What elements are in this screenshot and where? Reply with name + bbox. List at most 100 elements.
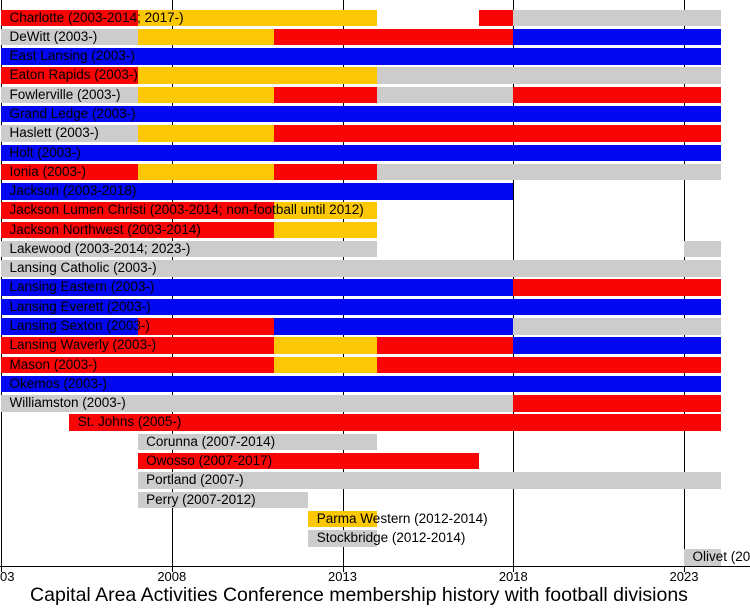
x-axis-tick-mark <box>342 567 344 573</box>
x-axis-tick-label: 2023 <box>669 569 699 584</box>
timeline-row-label: Lakewood (2003-2014; 2023-) <box>9 240 191 256</box>
timeline-row-label: Corunna (2007-2014) <box>146 433 276 449</box>
timeline-bar-segment <box>376 356 721 374</box>
timeline-row-label: Holt (2003-) <box>9 144 81 160</box>
x-axis-tick-label: 03 <box>0 569 15 584</box>
x-axis-tick-mark <box>513 567 515 573</box>
x-axis-tick-mark <box>171 567 173 573</box>
timeline-bar-segment <box>1 279 514 296</box>
timeline-bar-segment <box>1 298 721 316</box>
timeline-bar-segment <box>69 414 721 431</box>
timeline-bar-segment <box>274 28 514 46</box>
timeline-row-label: Owosso (2007-2017) <box>146 452 273 468</box>
timeline-bar-segment <box>1 144 721 162</box>
timeline-bar-segment <box>513 279 722 296</box>
timeline-bar-segment <box>1 125 138 142</box>
x-axis-line <box>0 565 750 568</box>
timeline-bar-segment <box>1 48 721 65</box>
timeline-bar-segment <box>376 163 721 181</box>
timeline-bar-segment <box>1 163 138 181</box>
timeline-bar-segment <box>513 9 722 27</box>
timeline-bar-segment <box>274 221 377 239</box>
timeline-row-label: Parma Western (2012-2014) <box>316 510 488 526</box>
timeline-bar-segment <box>137 67 377 84</box>
timeline-bar-segment <box>274 202 377 219</box>
timeline-bar-segment <box>1 395 514 412</box>
timeline-bar-segment <box>1 9 138 27</box>
timeline-row-label: Lansing Eastern (2003-) <box>9 279 155 295</box>
timeline-row-label: Haslett (2003-) <box>9 125 99 141</box>
timeline-bar-segment <box>513 28 722 46</box>
timeline-row-label: Ionia (2003-) <box>9 163 87 179</box>
chart-title: Capital Area Activities Conference membe… <box>30 584 688 606</box>
timeline-bar-segment <box>137 163 275 181</box>
timeline-row-label: Lansing Waverly (2003-) <box>9 337 157 353</box>
timeline-bar-segment <box>137 491 309 509</box>
timeline-bar-segment <box>137 452 480 470</box>
timeline-row-label: St. Johns (2005-) <box>77 414 182 430</box>
timeline-bar-segment <box>376 67 721 84</box>
timeline-row-label: Fowlerville (2003-) <box>9 86 121 102</box>
timeline-bar-segment <box>274 163 377 181</box>
timeline-bar-segment <box>274 337 377 354</box>
timeline-bar-segment <box>1 260 721 277</box>
timeline-row-label: Portland (2007-) <box>146 472 244 488</box>
timeline-row-label: Lansing Everett (2003-) <box>9 298 151 314</box>
timeline-bar-segment <box>137 9 377 27</box>
timeline-row-label: Jackson (2003-2018) <box>9 183 137 198</box>
timeline-bar-segment <box>1 240 377 258</box>
timeline-row-label: Lansing Catholic (2003-) <box>9 260 157 276</box>
timeline-bar-segment <box>376 86 514 104</box>
timeline-row-label: Perry (2007-2012) <box>146 491 256 507</box>
timeline-bar-segment <box>1 202 275 219</box>
timeline-bar-segment <box>137 28 275 46</box>
timeline-row-label: Williamston (2003-) <box>9 395 126 411</box>
timeline-bar-segment <box>274 356 377 374</box>
timeline-bar-segment <box>376 337 514 354</box>
timeline-bar-segment <box>137 125 275 142</box>
timeline-bar-segment <box>1 183 514 200</box>
timeline-bar-segment <box>1 375 721 393</box>
timeline-row-label: Eaton Rapids (2003-) <box>9 67 138 83</box>
timeline-bar-segment <box>274 86 377 104</box>
timeline-row-label: East Lansing (2003-) <box>9 48 135 64</box>
timeline-bar-segment <box>513 337 722 354</box>
timeline-row-label: Mason (2003-) <box>9 356 98 372</box>
x-axis-tick-mark <box>1 567 2 573</box>
timeline-bar-segment <box>513 86 722 104</box>
x-axis-tick-label: 2008 <box>157 569 187 584</box>
timeline-row-label: Okemos (2003-) <box>9 375 108 391</box>
timeline-bar-segment <box>308 530 377 547</box>
timeline-row-label: Jackson Lumen Christi (2003-2014; non-fo… <box>9 202 364 218</box>
timeline-bar-segment <box>137 472 721 489</box>
timeline-bar-segment <box>137 86 275 104</box>
timeline-bar-segment <box>513 318 722 335</box>
timeline-row-label: DeWitt (2003-) <box>9 28 98 44</box>
timeline-row-label: Lansing Sexton (2003-) <box>9 318 150 333</box>
timeline-bar-segment <box>308 510 377 528</box>
timeline-bar-segment <box>1 67 138 84</box>
timeline-bar-segment <box>1 86 138 104</box>
x-axis-tick-label: 2018 <box>498 569 528 584</box>
timeline-bar-segment <box>684 240 721 258</box>
timeline-bar-segment <box>1 105 721 123</box>
timeline-row-label: Stockbridge (2012-2014) <box>316 530 466 546</box>
timeline-bar-segment <box>137 433 377 451</box>
timeline-row-label: Grand Ledge (2003-) <box>9 105 136 121</box>
timeline-row-label: Jackson Northwest (2003-2014) <box>9 221 201 237</box>
timeline-bar-segment <box>513 395 722 412</box>
timeline-bar-segment <box>1 337 275 354</box>
x-axis-tick-label: 2013 <box>328 569 357 584</box>
timeline-row-label: Charlotte (2003-2014; 2017-) <box>9 9 184 25</box>
timeline-row-label: Olivet (20 <box>692 549 750 565</box>
timeline-bar-segment <box>274 318 514 335</box>
timeline-bar-segment <box>1 221 275 239</box>
timeline-bar-segment <box>137 318 275 335</box>
x-axis-tick-mark <box>684 567 685 573</box>
timeline-bar-segment <box>274 125 721 142</box>
timeline-bar-segment <box>479 9 514 27</box>
timeline-bar-segment <box>684 549 721 566</box>
timeline-bar-segment <box>1 356 275 374</box>
timeline-bar-segment <box>1 28 138 46</box>
